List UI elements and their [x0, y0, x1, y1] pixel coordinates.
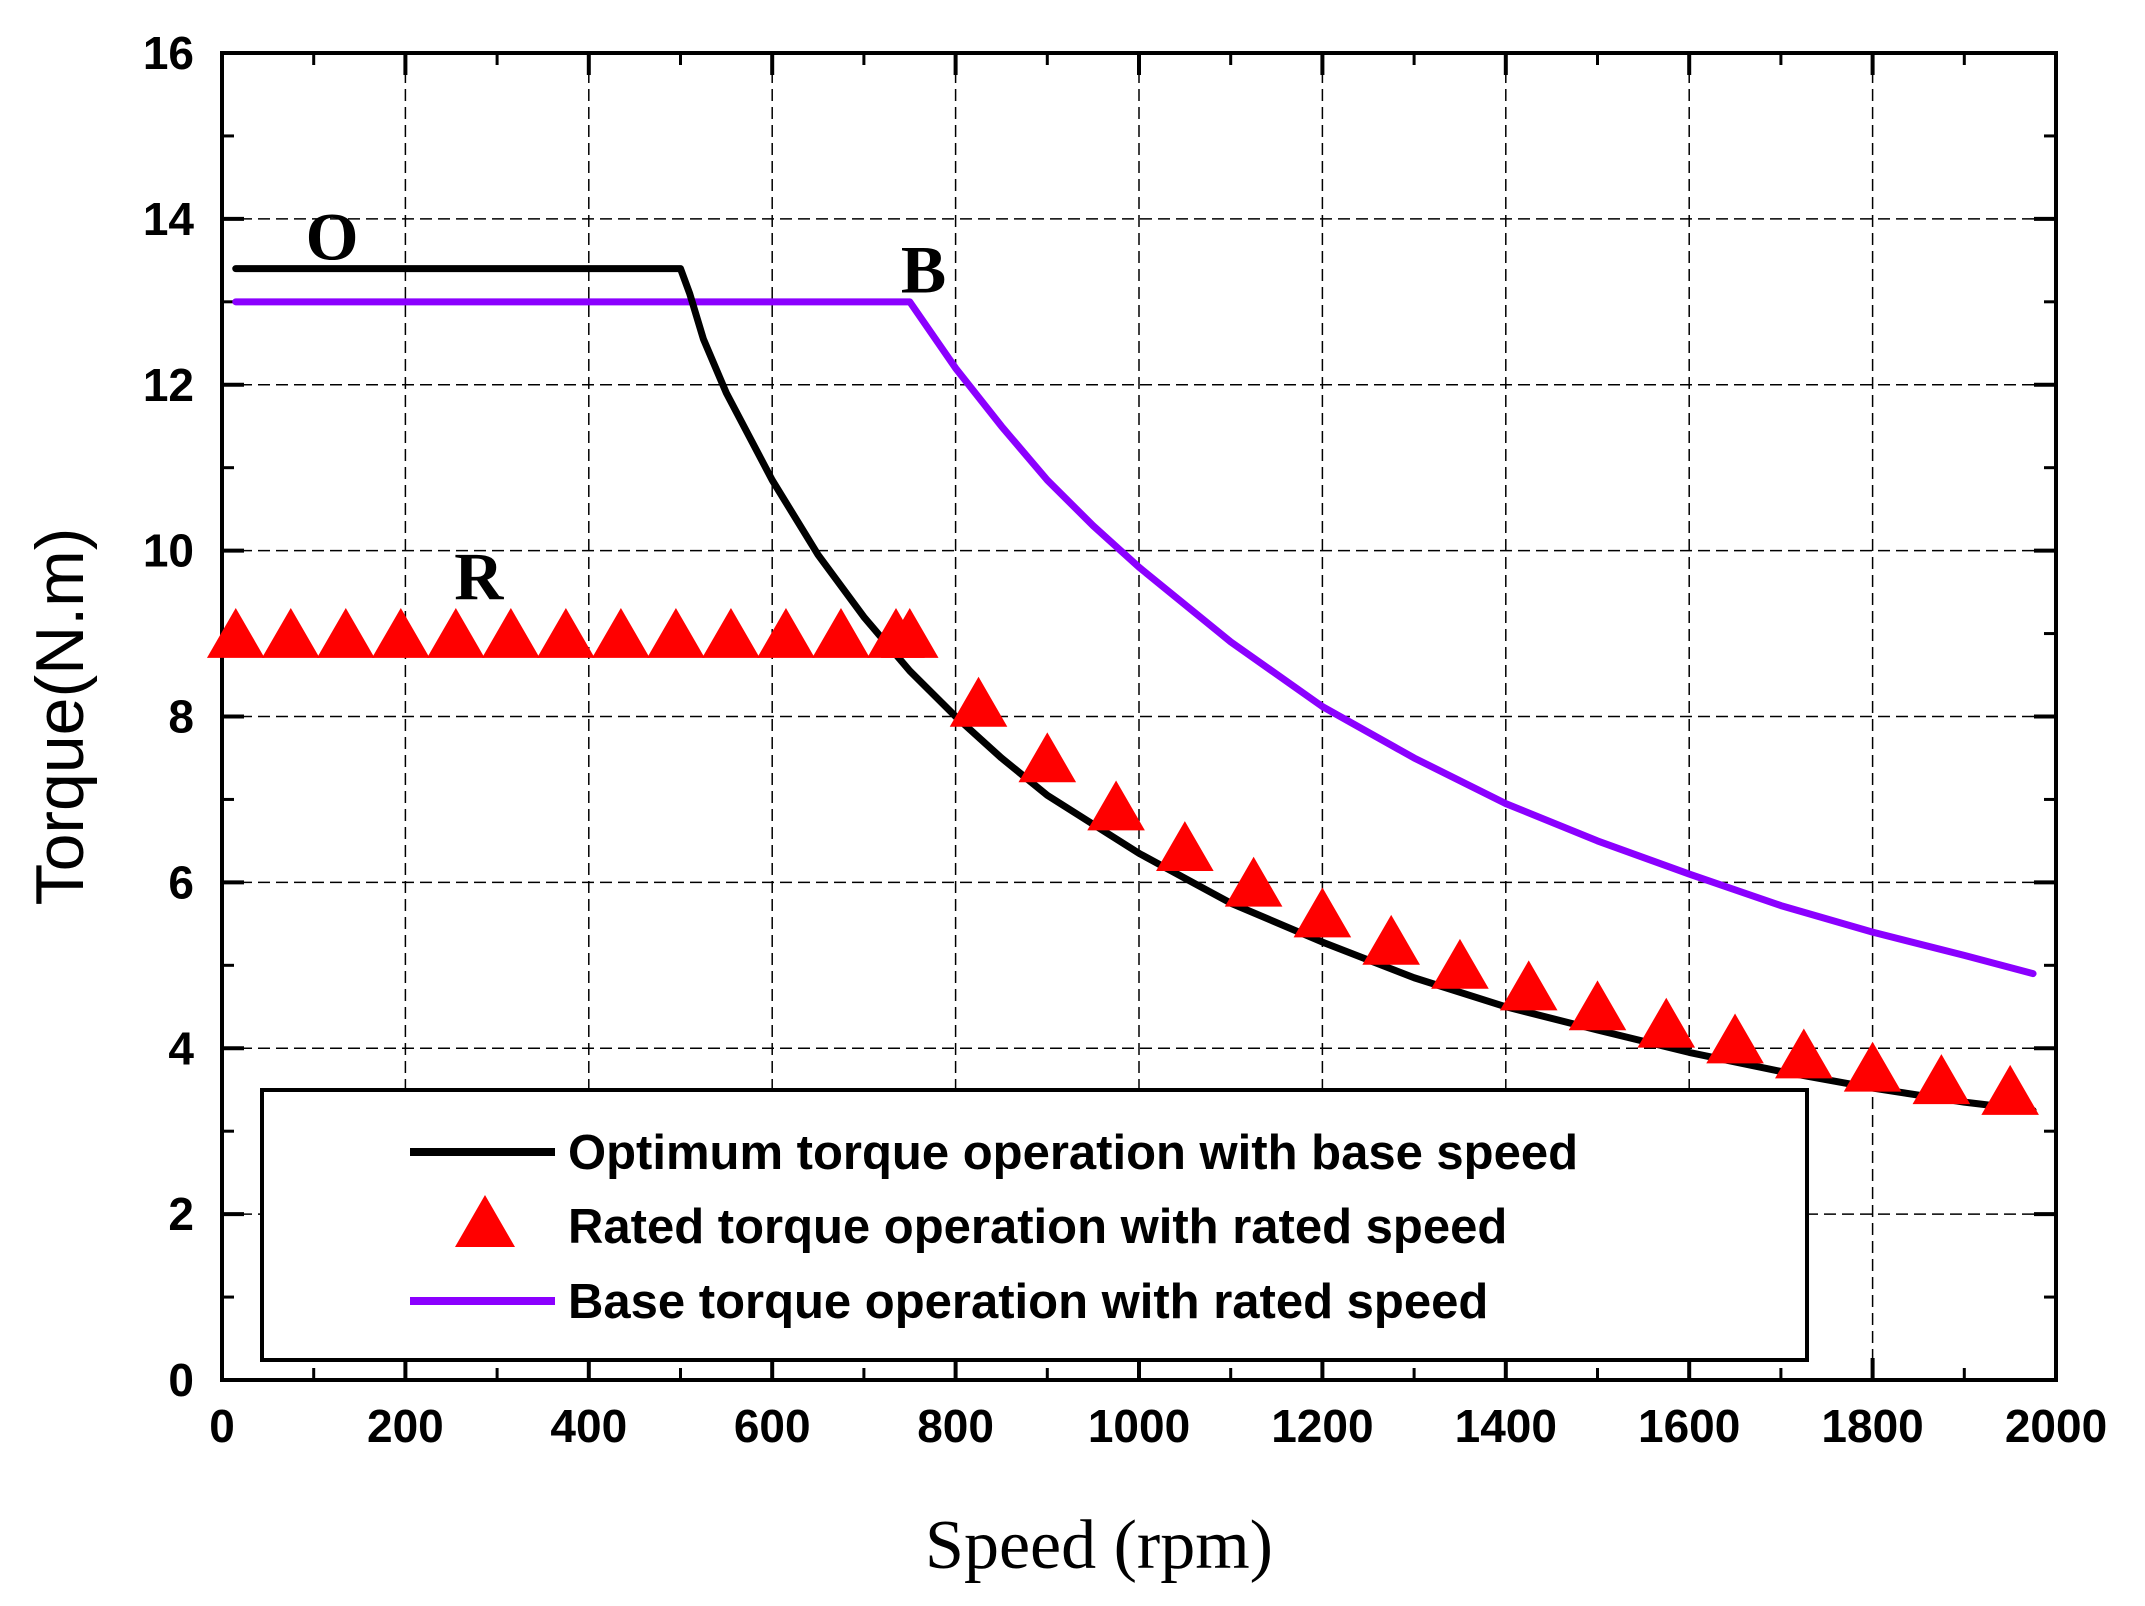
- marker-triangle-rated-torque-operation-with-rated-speed: [427, 607, 485, 658]
- x-tick-label: 1200: [1271, 1400, 1373, 1452]
- marker-triangle-rated-torque-operation-with-rated-speed: [1568, 980, 1627, 1031]
- y-axis-title: Torque(N.m): [22, 528, 98, 906]
- marker-triangle-rated-torque-operation-with-rated-speed: [949, 676, 1008, 727]
- annotation-label-o: O: [306, 198, 359, 274]
- marker-triangle-rated-torque-operation-with-rated-speed: [1499, 960, 1558, 1011]
- axis-ticks: 0 200 400 600 800 1000 1200 1400 1600 1800 2000 0 2 4…: [143, 27, 2107, 1452]
- legend-label-base-torque-operation-with-rated-speed: Base torque operation with rated speed: [568, 1275, 1488, 1329]
- marker-triangle-rated-torque-operation-with-rated-speed: [1362, 914, 1420, 965]
- y-tick-label: 0: [168, 1354, 194, 1406]
- series-line-base-torque-operation-with-rated-speed: [232, 298, 2037, 978]
- x-tick-label: 2000: [2005, 1400, 2107, 1452]
- y-tick-label: 2: [168, 1188, 194, 1240]
- y-tick-label: 4: [168, 1022, 194, 1074]
- marker-triangle-rated-torque-operation-with-rated-speed: [482, 607, 540, 658]
- y-tick-label: 14: [143, 193, 195, 245]
- marker-triangle-rated-torque-operation-with-rated-speed: [537, 607, 595, 658]
- marker-triangle-rated-torque-operation-with-rated-speed: [880, 607, 939, 658]
- marker-triangle-rated-torque-operation-with-rated-speed: [372, 607, 430, 658]
- marker-triangle-rated-torque-operation-with-rated-speed: [1843, 1041, 1902, 1092]
- x-tick-label: 1800: [1821, 1400, 1923, 1452]
- marker-triangle-rated-torque-operation-with-rated-speed: [757, 607, 815, 658]
- y-tick-label: 10: [143, 525, 194, 577]
- marker-triangle-rated-torque-operation-with-rated-speed: [1706, 1013, 1764, 1064]
- marker-triangle-rated-torque-operation-with-rated-speed: [1912, 1054, 1971, 1105]
- marker-triangle-rated-torque-operation-with-rated-speed: [647, 607, 705, 658]
- legend-swatch-rated-torque-operation-with-rated-speed: [455, 1195, 515, 1247]
- marker-triangle-rated-torque-operation-with-rated-speed: [1637, 997, 1696, 1048]
- series-layer: [206, 265, 2039, 1115]
- marker-triangle-rated-torque-operation-with-rated-speed: [812, 607, 870, 658]
- marker-triangle-rated-torque-operation-with-rated-speed: [702, 607, 760, 658]
- marker-triangle-rated-torque-operation-with-rated-speed: [1087, 780, 1145, 831]
- annotation-label-r: R: [454, 539, 504, 615]
- marker-triangle-rated-torque-operation-with-rated-speed: [261, 607, 320, 658]
- x-tick-label: 600: [734, 1400, 811, 1452]
- marker-triangle-rated-torque-operation-with-rated-speed: [206, 607, 265, 658]
- marker-triangle-rated-torque-operation-with-rated-speed: [1775, 1028, 1833, 1079]
- x-tick-label: 800: [917, 1400, 994, 1452]
- marker-triangle-rated-torque-operation-with-rated-speed: [592, 607, 650, 658]
- marker-triangle-rated-torque-operation-with-rated-speed: [1156, 821, 1214, 872]
- legend-label-rated-torque-operation-with-rated-speed: Rated torque operation with rated speed: [568, 1200, 1507, 1254]
- marker-triangle-rated-torque-operation-with-rated-speed: [1981, 1064, 2039, 1115]
- x-tick-label: 1400: [1455, 1400, 1557, 1452]
- y-tick-label: 12: [143, 359, 194, 411]
- x-axis-title: Speed (rpm): [925, 1507, 1273, 1584]
- legend-box: [260, 1088, 1809, 1362]
- x-tick-label: 200: [367, 1400, 444, 1452]
- y-tick-label: 6: [168, 856, 194, 908]
- marker-triangle-rated-torque-operation-with-rated-speed: [1018, 732, 1077, 783]
- x-tick-label: 1600: [1638, 1400, 1740, 1452]
- marker-triangle-rated-torque-operation-with-rated-speed: [1431, 938, 1489, 989]
- annotation-label-b: B: [901, 232, 946, 308]
- x-tick-label: 400: [550, 1400, 627, 1452]
- y-tick-label: 8: [168, 691, 194, 743]
- legend: Optimum torque operation with base speed…: [260, 1088, 1809, 1362]
- x-tick-label: 1000: [1088, 1400, 1190, 1452]
- marker-triangle-rated-torque-operation-with-rated-speed: [1224, 856, 1283, 907]
- x-tick-label: 0: [209, 1400, 235, 1452]
- legend-label-optimum-torque-operation-with-base-speed: Optimum torque operation with base speed: [568, 1126, 1578, 1180]
- marker-triangle-rated-torque-operation-with-rated-speed: [1293, 887, 1352, 938]
- marker-triangle-rated-torque-operation-with-rated-speed: [316, 607, 375, 658]
- annotations: O B R: [306, 198, 947, 614]
- y-tick-label: 16: [143, 27, 194, 79]
